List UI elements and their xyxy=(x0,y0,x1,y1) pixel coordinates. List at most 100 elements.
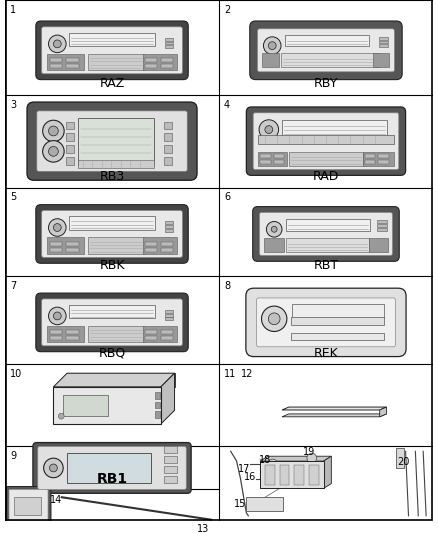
Bar xyxy=(377,224,387,227)
Text: RB1: RB1 xyxy=(96,472,127,486)
Bar xyxy=(161,242,173,246)
Ellipse shape xyxy=(268,313,280,325)
Bar xyxy=(309,465,318,484)
Bar xyxy=(369,238,388,252)
Text: 16: 16 xyxy=(244,472,256,482)
Ellipse shape xyxy=(271,227,277,232)
FancyBboxPatch shape xyxy=(37,111,187,172)
Bar xyxy=(258,135,394,144)
Bar xyxy=(262,53,279,67)
Bar xyxy=(53,387,161,424)
Bar xyxy=(46,326,84,342)
Bar xyxy=(49,242,62,246)
Bar xyxy=(88,326,144,342)
Bar xyxy=(145,248,157,252)
Text: 4: 4 xyxy=(224,100,230,110)
Bar xyxy=(66,145,74,153)
Bar xyxy=(145,336,157,340)
Bar xyxy=(164,476,177,482)
Bar xyxy=(143,53,177,70)
FancyBboxPatch shape xyxy=(246,107,406,175)
Ellipse shape xyxy=(42,141,64,162)
FancyBboxPatch shape xyxy=(257,298,396,347)
Polygon shape xyxy=(380,407,387,417)
FancyBboxPatch shape xyxy=(42,299,182,346)
Bar xyxy=(164,447,177,453)
Bar xyxy=(286,219,370,231)
Bar xyxy=(66,157,74,165)
Bar xyxy=(66,248,79,252)
Ellipse shape xyxy=(49,147,58,156)
Ellipse shape xyxy=(259,120,279,139)
Bar xyxy=(143,326,177,342)
Bar xyxy=(378,154,389,158)
Bar xyxy=(145,242,157,246)
Bar xyxy=(161,336,173,340)
Bar xyxy=(286,238,369,252)
Polygon shape xyxy=(67,373,175,387)
Bar xyxy=(285,35,369,46)
Ellipse shape xyxy=(268,42,276,50)
FancyBboxPatch shape xyxy=(36,205,188,263)
Bar xyxy=(145,58,157,62)
Text: 19: 19 xyxy=(303,447,315,457)
Bar xyxy=(373,53,389,67)
Bar xyxy=(46,53,84,70)
Bar xyxy=(283,120,387,136)
Bar xyxy=(63,395,108,416)
Ellipse shape xyxy=(261,306,287,332)
Bar xyxy=(363,152,394,166)
Bar xyxy=(49,336,62,340)
FancyBboxPatch shape xyxy=(250,21,402,79)
Text: 2: 2 xyxy=(224,5,230,15)
Text: 20: 20 xyxy=(397,457,410,467)
Text: 14: 14 xyxy=(50,495,62,505)
Bar xyxy=(66,133,74,141)
FancyBboxPatch shape xyxy=(27,102,197,180)
Ellipse shape xyxy=(265,126,273,133)
Bar xyxy=(265,238,284,252)
Polygon shape xyxy=(282,414,387,417)
Bar xyxy=(379,37,389,39)
FancyBboxPatch shape xyxy=(246,288,406,357)
Bar xyxy=(67,453,151,483)
Bar xyxy=(155,392,160,399)
Bar xyxy=(165,42,173,44)
FancyBboxPatch shape xyxy=(260,213,392,255)
Bar xyxy=(164,133,172,141)
Ellipse shape xyxy=(44,458,63,478)
Text: 7: 7 xyxy=(10,281,16,292)
Text: 6: 6 xyxy=(224,192,230,203)
Bar xyxy=(164,466,177,473)
Bar xyxy=(66,58,79,62)
Bar xyxy=(377,220,387,223)
Bar xyxy=(165,225,173,228)
Ellipse shape xyxy=(49,307,66,325)
Bar xyxy=(78,118,154,165)
Bar xyxy=(279,465,290,484)
Bar xyxy=(161,330,173,334)
Bar xyxy=(379,41,389,44)
Bar xyxy=(165,45,173,49)
Text: 17: 17 xyxy=(238,464,251,474)
FancyBboxPatch shape xyxy=(33,442,191,494)
FancyBboxPatch shape xyxy=(258,29,394,72)
Bar xyxy=(66,122,74,130)
Bar xyxy=(274,160,284,164)
Bar xyxy=(260,154,271,158)
Bar xyxy=(155,411,160,418)
FancyBboxPatch shape xyxy=(36,21,188,79)
Text: RBK: RBK xyxy=(99,259,125,272)
Bar xyxy=(294,465,304,484)
Bar xyxy=(364,160,375,164)
Bar xyxy=(164,145,172,153)
FancyBboxPatch shape xyxy=(36,293,188,352)
Ellipse shape xyxy=(266,222,282,237)
FancyBboxPatch shape xyxy=(42,27,182,74)
Bar xyxy=(145,64,157,68)
FancyBboxPatch shape xyxy=(253,113,399,169)
FancyBboxPatch shape xyxy=(38,447,186,489)
Polygon shape xyxy=(324,456,331,488)
Bar xyxy=(274,154,284,158)
Text: RB3: RB3 xyxy=(99,169,125,183)
